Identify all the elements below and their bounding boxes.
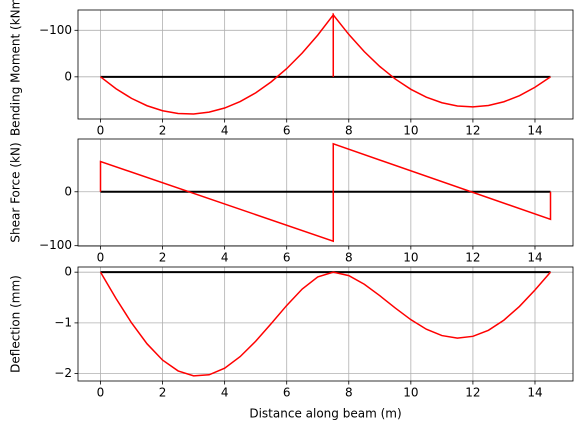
x-tick-label: 0 <box>97 386 105 400</box>
plot-area <box>99 271 552 377</box>
x-tick-label: 12 <box>465 251 480 265</box>
line <box>99 271 552 377</box>
x-tick-label: 2 <box>159 386 167 400</box>
x-tick-label: 4 <box>221 124 229 138</box>
x-tick-label: 14 <box>527 124 542 138</box>
line <box>99 142 552 243</box>
x-tick-label: 2 <box>159 251 167 265</box>
x-tick-label: 0 <box>97 251 105 265</box>
y-tick-label: −1 <box>54 315 72 329</box>
x-tick-label: 12 <box>465 386 480 400</box>
y-axis-label: Shear Force (kN) <box>9 142 23 242</box>
x-tick-label: 10 <box>403 124 418 138</box>
x-tick-label: 6 <box>283 386 291 400</box>
plot-area <box>100 12 551 115</box>
x-tick-label: 8 <box>345 251 353 265</box>
x-tick-label: 4 <box>221 386 229 400</box>
y-tick-label: −100 <box>39 238 72 252</box>
x-tick-label: 6 <box>283 124 291 138</box>
y-tick-label: −2 <box>54 366 72 380</box>
x-tick-label: 2 <box>159 124 167 138</box>
line <box>100 12 551 115</box>
y-axis-label: Bending Moment (kNm) <box>9 0 23 136</box>
x-tick-label: 10 <box>403 251 418 265</box>
axes: 0 2 4 6 8 10 12 14 −100 0 Bending Moment (kNm) <box>9 0 574 138</box>
x-tick-label: 14 <box>527 251 542 265</box>
y-tick-label: 0 <box>64 184 72 198</box>
axes: 0 2 4 6 8 10 12 14 −2 −1 0 Deflection (mm) Distance … <box>9 265 574 421</box>
frame <box>77 266 574 382</box>
y-tick-label: −100 <box>39 23 72 37</box>
y-tick-label: 0 <box>64 265 72 279</box>
x-tick-label: 8 <box>345 124 353 138</box>
x-axis-label: Distance along beam (m) <box>249 407 401 421</box>
axes: 0 2 4 6 8 10 12 14 −100 0 Shear Force (kN) <box>9 138 574 265</box>
y-tick-label: 0 <box>64 69 72 83</box>
x-tick-label: 0 <box>97 124 105 138</box>
x-tick-label: 8 <box>345 386 353 400</box>
x-tick-label: 4 <box>221 251 229 265</box>
y-axis-label: Deflection (mm) <box>9 275 23 373</box>
x-tick-label: 6 <box>283 251 291 265</box>
frame <box>77 138 574 247</box>
plot-area <box>99 142 552 243</box>
x-tick-label: 10 <box>403 386 418 400</box>
frame <box>77 9 574 120</box>
x-tick-label: 14 <box>527 386 542 400</box>
x-tick-label: 12 <box>465 124 480 138</box>
